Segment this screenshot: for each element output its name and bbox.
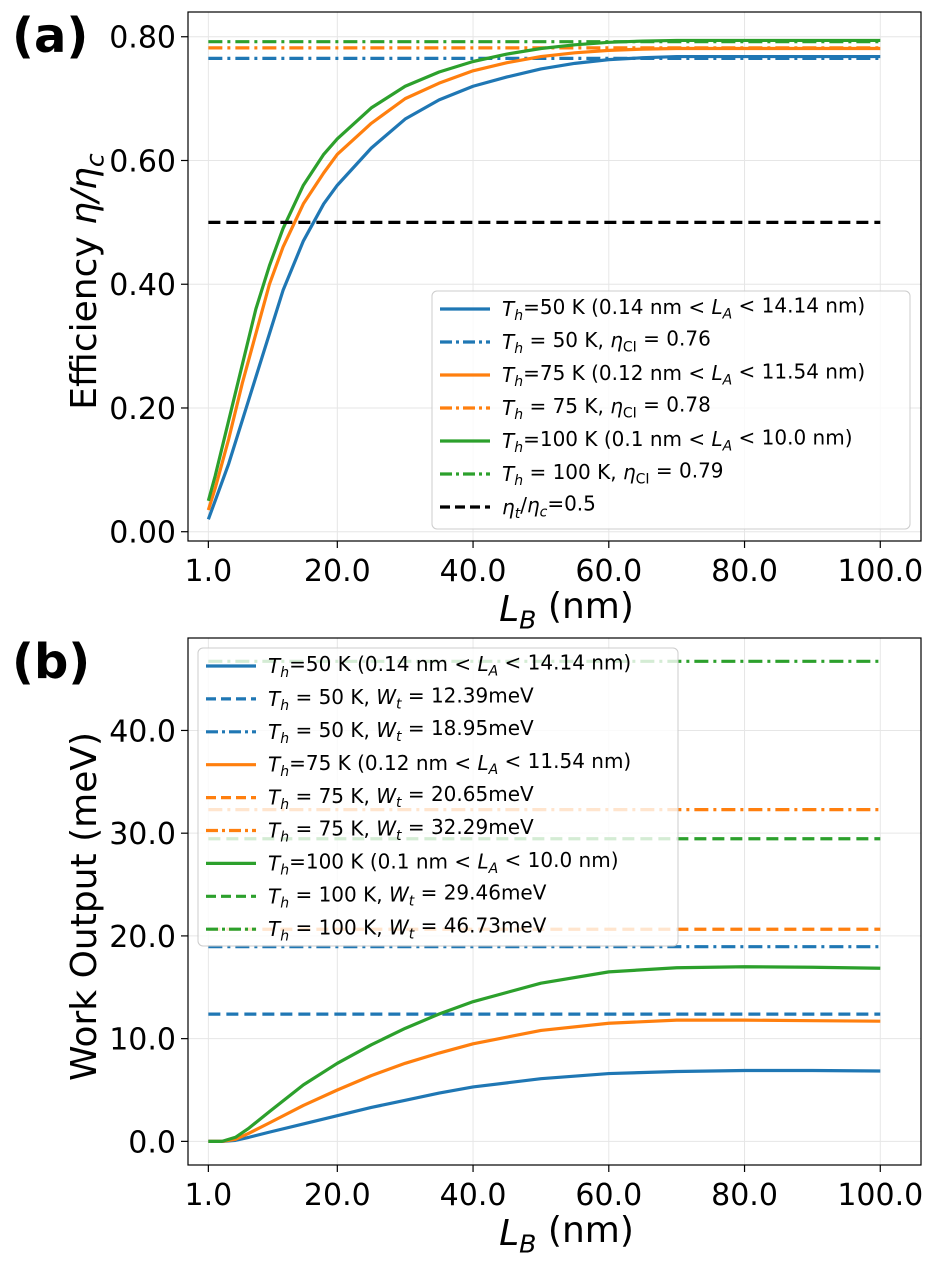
panel-a: 1.0 20.0 40.0 60.0 80.0 100.0 0.00 0.20 0.40 0.60… bbox=[12, 8, 923, 635]
y-tick-label: 0.40 bbox=[109, 268, 176, 303]
legend-entry: Th=50 K (0.14 nm < LA < 14.14 nm) bbox=[502, 293, 865, 324]
legend: Th=50 K (0.14 nm < LA < 14.14 nm)Th = 50… bbox=[197, 647, 679, 947]
legend-entry: Th = 75 K, Wt = 32.29meV bbox=[268, 815, 534, 846]
x-tick-label: 1.0 bbox=[185, 554, 233, 589]
y-tick-label: 30.0 bbox=[109, 817, 176, 852]
legend-entry: ηt/ηc=0.5 bbox=[502, 491, 596, 522]
y-tick-label: 0.80 bbox=[109, 21, 176, 56]
x-axis-label: LB (nm) bbox=[499, 586, 634, 635]
legend-entry: Th = 50 K, Wt = 12.39meV bbox=[268, 683, 534, 714]
legend-entry: Th=50 K (0.14 nm < LA < 14.14 nm) bbox=[268, 650, 631, 681]
series-line-3 bbox=[208, 1018, 881, 1143]
panel-label: (a) bbox=[12, 8, 88, 64]
legend-entry: Th = 75 K, ηCI = 0.78 bbox=[502, 392, 711, 423]
x-tick-label: 20.0 bbox=[304, 1178, 371, 1213]
x-tick-label: 80.0 bbox=[711, 1178, 778, 1213]
x-tick-label: 40.0 bbox=[440, 1178, 507, 1213]
legend: Th=50 K (0.14 nm < LA < 14.14 nm)Th = 50… bbox=[431, 290, 911, 530]
y-tick-label: 0.0 bbox=[128, 1125, 176, 1160]
legend-frame bbox=[197, 647, 679, 947]
x-axis-label: LB (nm) bbox=[499, 1210, 634, 1259]
legend-entry: Th = 50 K, Wt = 18.95meV bbox=[268, 716, 534, 747]
x-tick-label: 60.0 bbox=[575, 554, 642, 589]
y-axis-label: Work Output (meV) bbox=[64, 732, 105, 1081]
y-axis-label: Efficiency η/ηc bbox=[64, 153, 110, 410]
x-tick-label: 100.0 bbox=[837, 554, 923, 589]
y-tick-label: 20.0 bbox=[109, 920, 176, 955]
legend-entry: Th = 100 K, Wt = 29.46meV bbox=[268, 881, 547, 912]
x-tick-label: 60.0 bbox=[575, 1178, 642, 1213]
axes-frame bbox=[187, 637, 922, 1166]
legend-frame bbox=[431, 290, 911, 530]
x-tick-label: 40.0 bbox=[440, 554, 507, 589]
axes-frame bbox=[187, 11, 922, 542]
y-tick-label: 0.20 bbox=[109, 392, 176, 427]
legend-entry: Th=75 K (0.12 nm < LA < 11.54 nm) bbox=[502, 359, 865, 390]
legend-entry: Th = 100 K, Wt = 46.73meV bbox=[268, 914, 547, 945]
x-tick-label: 20.0 bbox=[304, 554, 371, 589]
legend-entry: Th=100 K (0.1 nm < LA < 10.0 nm) bbox=[502, 425, 853, 456]
x-tick-label: 80.0 bbox=[711, 554, 778, 589]
panel-label: (b) bbox=[12, 634, 90, 690]
y-tick-label: 0.00 bbox=[109, 516, 176, 551]
legend-entry: Th=75 K (0.12 nm < LA < 11.54 nm) bbox=[268, 749, 631, 780]
legend-entry: Th=100 K (0.1 nm < LA < 10.0 nm) bbox=[268, 848, 619, 879]
legend-entry: Th = 100 K, ηCI = 0.79 bbox=[502, 458, 724, 489]
series-line-6 bbox=[208, 965, 881, 1143]
series-line-0 bbox=[208, 1068, 881, 1143]
panel-b: 1.0 20.0 40.0 60.0 80.0 100.0 0.0 10.0 20.0 30.0 4… bbox=[12, 634, 923, 1259]
x-tick-label: 100.0 bbox=[837, 1178, 923, 1213]
y-tick-label: 10.0 bbox=[109, 1023, 176, 1058]
y-tick-label: 40.0 bbox=[109, 714, 176, 749]
y-tick-label: 0.60 bbox=[109, 144, 176, 179]
legend-entry: Th = 50 K, ηCI = 0.76 bbox=[502, 326, 711, 357]
x-tick-label: 1.0 bbox=[185, 1178, 233, 1213]
legend-entry: Th = 75 K, Wt = 20.65meV bbox=[268, 782, 534, 813]
